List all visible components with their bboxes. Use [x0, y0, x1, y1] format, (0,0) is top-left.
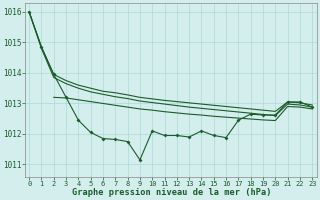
X-axis label: Graphe pression niveau de la mer (hPa): Graphe pression niveau de la mer (hPa) [72, 188, 271, 197]
